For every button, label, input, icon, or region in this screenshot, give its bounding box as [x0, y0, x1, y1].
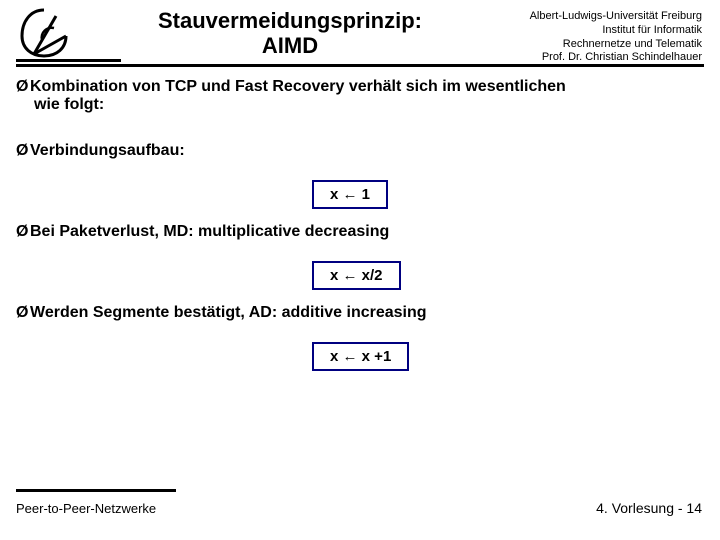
- bullet-1: ØKombination von TCP und Fast Recovery v…: [16, 78, 704, 114]
- slide: Stauvermeidungsprinzip: AIMD Albert-Ludw…: [0, 0, 720, 540]
- bullet-arrow-icon: Ø: [16, 223, 30, 241]
- slide-title: Stauvermeidungsprinzip: AIMD: [80, 8, 500, 59]
- title-line-2: AIMD: [80, 33, 500, 58]
- affil-line-1: Albert-Ludwigs-Universität Freiburg: [482, 10, 702, 24]
- formula-row-3: x ← x +1: [16, 342, 704, 371]
- formula-row-2: x ← x/2: [16, 261, 704, 290]
- affil-line-3: Rechnernetze und Telematik: [482, 38, 702, 52]
- title-line-1: Stauvermeidungsprinzip:: [80, 8, 500, 33]
- footer-right: 4. Vorlesung - 14: [596, 500, 702, 516]
- bullet-3-text: Bei Paketverlust, MD: multiplicative dec…: [30, 223, 389, 240]
- bullet-arrow-icon: Ø: [16, 142, 30, 160]
- bullet-4-text: Werden Segmente bestätigt, AD: additive …: [30, 304, 427, 321]
- bullet-3: ØBei Paketverlust, MD: multiplicative de…: [16, 223, 704, 241]
- formula-row-1: x ← 1: [16, 180, 704, 209]
- affiliation-block: Albert-Ludwigs-Universität Freiburg Inst…: [482, 10, 702, 65]
- bullet-arrow-icon: Ø: [16, 78, 30, 96]
- header-short-rule: [16, 59, 121, 62]
- footer-rule: [16, 489, 176, 492]
- header-rule: [16, 64, 704, 67]
- university-logo: [16, 6, 72, 60]
- formula-2: x ← x/2: [312, 261, 401, 290]
- bullet-1-text-a: Kombination von TCP und Fast Recovery ve…: [30, 78, 566, 95]
- bullet-2: ØVerbindungsaufbau:: [16, 142, 704, 160]
- bullet-1-text-b: wie folgt:: [34, 96, 104, 113]
- formula-1: x ← 1: [312, 180, 388, 209]
- bullet-arrow-icon: Ø: [16, 304, 30, 322]
- bullet-2-text: Verbindungsaufbau:: [30, 142, 185, 159]
- bullet-4: ØWerden Segmente bestätigt, AD: additive…: [16, 304, 704, 322]
- affil-line-4: Prof. Dr. Christian Schindelhauer: [482, 51, 702, 65]
- formula-3: x ← x +1: [312, 342, 409, 371]
- affil-line-2: Institut für Informatik: [482, 24, 702, 38]
- slide-body: ØKombination von TCP und Fast Recovery v…: [16, 78, 704, 371]
- footer-left: Peer-to-Peer-Netzwerke: [16, 501, 156, 516]
